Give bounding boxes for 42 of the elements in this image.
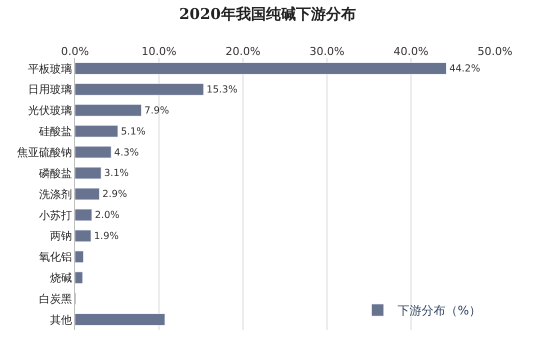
bar	[75, 250, 84, 263]
data-label: 2.9%	[102, 189, 128, 200]
data-label: 44.2%	[449, 64, 480, 75]
bar	[75, 208, 92, 221]
y-tick-label: 日用玻璃	[28, 83, 72, 96]
bar	[75, 314, 166, 326]
y-tick-label: 光伏玻璃	[28, 104, 72, 118]
y-tick-label: 白炭黑	[38, 292, 72, 306]
y-tick-label: 洗涤剂	[38, 188, 72, 201]
bar	[75, 146, 112, 158]
data-label: 15.3%	[206, 84, 238, 96]
data-label: 1.9%	[94, 230, 119, 242]
y-tick-label: 两钠	[50, 230, 72, 243]
bar	[75, 167, 102, 180]
bar	[75, 188, 100, 200]
data-label: 2.0%	[94, 210, 120, 222]
x-tick-label: 30.0%	[310, 44, 344, 58]
legend-label: 下游分布（%）	[398, 304, 482, 318]
x-tick-label: 40.0%	[394, 44, 428, 58]
bar	[75, 125, 118, 138]
y-tick-label: 烧碱	[50, 272, 72, 285]
x-tick-label: 20.0%	[226, 44, 260, 58]
data-label: 3.1%	[104, 168, 129, 180]
x-tick-label: 0.0%	[61, 44, 89, 58]
bar	[75, 62, 447, 74]
x-tick-label: 10.0%	[142, 44, 176, 58]
bar	[75, 104, 142, 116]
x-tick-label: 50.0%	[478, 44, 512, 58]
y-tick-label: 焦亚硫酸钠	[16, 146, 72, 159]
chart-title: 2020年我国纯碱下游分布	[179, 4, 356, 23]
bar	[75, 272, 83, 284]
data-label: 5.1%	[120, 126, 146, 138]
y-tick-label: 硅酸盐	[38, 125, 72, 138]
y-tick-label: 平板玻璃	[28, 62, 72, 76]
y-tick-label: 氧化铝	[38, 250, 72, 264]
data-label: 7.9%	[144, 105, 170, 116]
y-tick-label: 小苏打	[38, 208, 72, 222]
bar	[75, 83, 204, 96]
y-tick-label: 其他	[50, 313, 72, 326]
bar	[75, 230, 92, 242]
y-tick-label: 磷酸盐	[38, 166, 72, 180]
data-label: 4.3%	[114, 147, 139, 158]
